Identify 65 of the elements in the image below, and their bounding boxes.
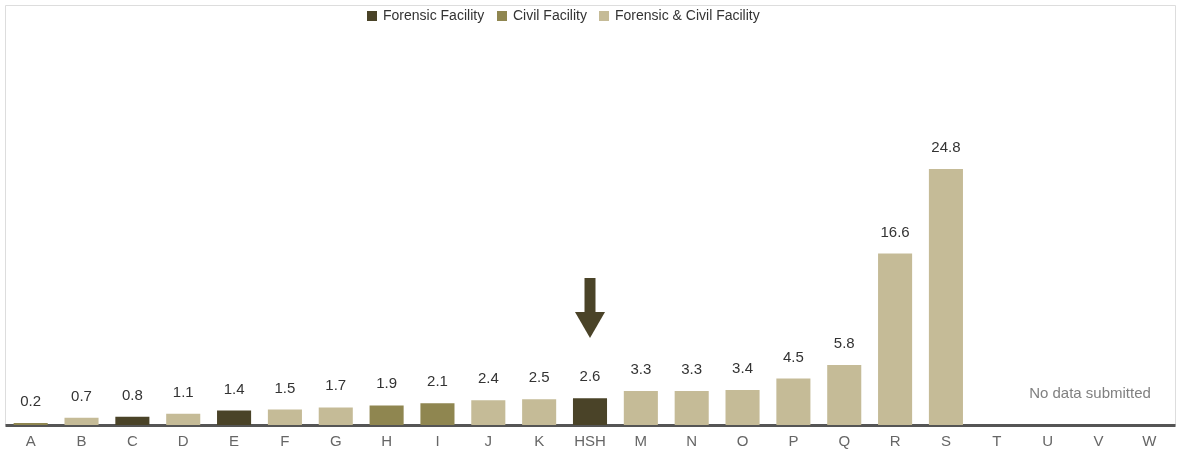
data-label: 2.6	[579, 367, 601, 385]
legend-label: Forensic & Civil Facility	[615, 7, 760, 23]
x-tick-label: B	[76, 431, 87, 449]
bar	[13, 422, 48, 425]
bar	[471, 400, 506, 425]
x-tick-label: R	[889, 431, 901, 449]
x-tick-label: U	[1042, 431, 1054, 449]
data-label: 1.1	[172, 382, 194, 400]
data-label: 2.4	[477, 369, 499, 387]
bar	[420, 403, 455, 425]
data-label: 24.8	[931, 137, 961, 155]
bar	[776, 378, 811, 425]
x-tick-label: P	[788, 431, 799, 449]
legend-label: Civil Facility	[513, 7, 587, 23]
bar	[674, 390, 709, 425]
x-tick-label: F	[280, 431, 290, 449]
x-tick-label: H	[381, 431, 393, 449]
x-tick-label: A	[25, 431, 36, 449]
data-label: 1.5	[274, 378, 296, 396]
x-tick-label: V	[1093, 431, 1104, 449]
x-tick-label: Q	[838, 431, 851, 449]
data-label: 5.8	[833, 334, 855, 352]
data-label: 2.5	[528, 368, 550, 386]
bar	[572, 398, 608, 425]
data-label: 3.3	[681, 359, 703, 377]
x-tick-label: G	[329, 431, 342, 449]
bar	[827, 365, 862, 425]
data-label: 3.3	[630, 359, 652, 377]
x-tick-label: C	[126, 431, 138, 449]
data-label: 1.7	[325, 376, 347, 394]
data-label: 2.1	[427, 372, 448, 390]
x-tick-label: E	[229, 431, 240, 449]
x-tick-label: K	[534, 431, 545, 449]
x-tick-label: W	[1142, 431, 1158, 449]
bar	[878, 253, 913, 425]
bar	[267, 409, 302, 425]
x-tick-label: M	[634, 431, 648, 449]
bar	[115, 416, 150, 425]
bar	[369, 405, 404, 425]
data-label: 1.9	[376, 374, 398, 392]
bar	[64, 417, 99, 425]
data-label: 0.7	[71, 386, 92, 404]
data-label: 4.5	[782, 347, 804, 365]
legend-label: Forensic Facility	[383, 7, 485, 23]
data-label: 0.2	[20, 391, 42, 409]
x-tick-label: S	[940, 431, 951, 449]
data-label: 3.4	[732, 358, 753, 376]
bar	[166, 413, 201, 425]
bar	[217, 410, 252, 425]
bar	[623, 390, 658, 425]
x-tick-label: D	[177, 431, 189, 449]
x-tick-label: O	[736, 431, 749, 449]
x-tick-label: I	[435, 431, 440, 449]
data-label: 0.8	[121, 385, 143, 403]
x-tick-label: N	[686, 431, 698, 449]
data-label: 1.4	[223, 379, 245, 397]
bar	[522, 399, 557, 425]
x-tick-label: T	[992, 431, 1002, 449]
data-label: 16.6	[880, 222, 910, 240]
x-tick-label: HSH	[574, 431, 606, 449]
x-tick-label: J	[484, 431, 493, 449]
bar	[318, 407, 353, 425]
bar	[928, 168, 963, 425]
bar	[725, 389, 760, 425]
annotation: No data submitted	[1029, 384, 1151, 401]
